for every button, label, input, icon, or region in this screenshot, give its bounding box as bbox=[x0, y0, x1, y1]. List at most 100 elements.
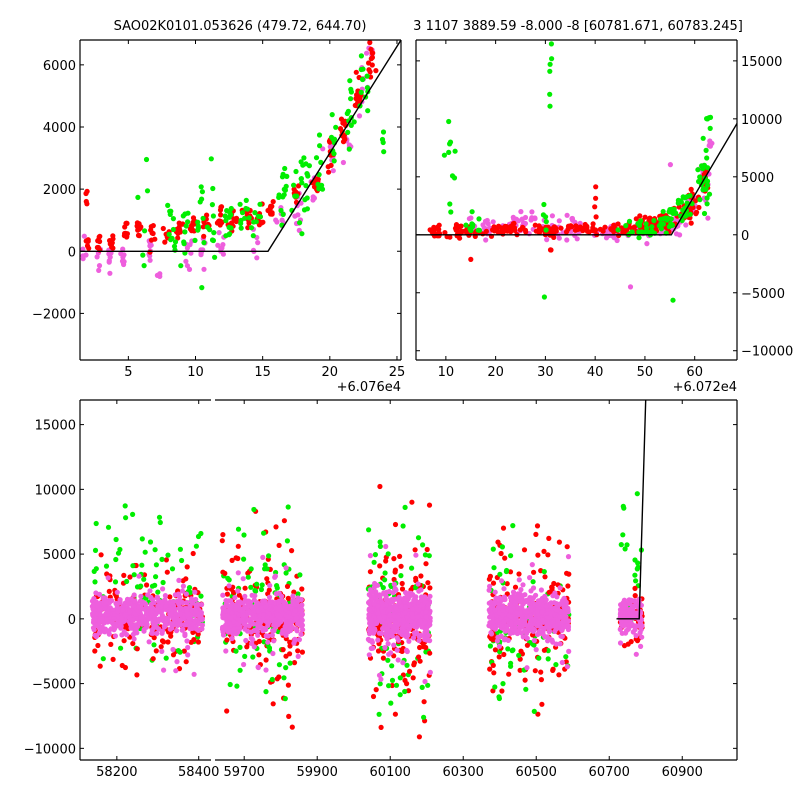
bottom-point-green bbox=[402, 504, 408, 510]
top-left-point-green bbox=[199, 189, 205, 195]
bottom-point-magenta bbox=[514, 610, 520, 616]
bottom-point-magenta bbox=[176, 577, 182, 584]
top-right-point-green bbox=[706, 115, 712, 121]
bottom-point-magenta bbox=[406, 638, 412, 644]
bottom-point-red bbox=[244, 644, 250, 650]
bottom-point-magenta bbox=[183, 622, 189, 628]
bottom-model-line bbox=[616, 400, 647, 620]
bottom-point-magenta bbox=[531, 617, 538, 623]
bottom-point-red bbox=[490, 662, 496, 669]
bottom-point-magenta bbox=[389, 617, 395, 623]
bottom-point-red bbox=[373, 687, 379, 693]
bottom-point-green bbox=[420, 542, 426, 548]
bottom-point-magenta bbox=[394, 647, 400, 653]
bottom-ytick-label: 0 bbox=[68, 613, 76, 628]
bottom-point-magenta bbox=[91, 617, 98, 624]
bottom-point-red bbox=[291, 660, 298, 666]
top-left-point-green bbox=[346, 146, 352, 152]
bottom-point-green bbox=[419, 684, 425, 691]
bottom-point-magenta bbox=[367, 626, 373, 632]
bottom-point-green bbox=[130, 563, 136, 569]
bottom-point-green bbox=[139, 562, 145, 568]
bottom-point-magenta bbox=[371, 584, 378, 590]
bottom-point-magenta bbox=[380, 609, 386, 615]
bottom-point-magenta bbox=[366, 612, 372, 618]
bottom-point-magenta bbox=[261, 626, 267, 632]
top-left-point-red bbox=[148, 224, 154, 230]
bottom-point-green bbox=[634, 491, 640, 497]
bottom-group-0 bbox=[89, 503, 205, 678]
top-left-point-green bbox=[347, 78, 353, 84]
bottom-point-magenta bbox=[249, 592, 255, 598]
top-left-point-magenta bbox=[96, 267, 102, 273]
bottom-point-magenta bbox=[423, 609, 429, 615]
top-left-point-green bbox=[199, 285, 205, 291]
bottom-point-magenta bbox=[154, 595, 160, 601]
bottom-point-magenta bbox=[520, 582, 526, 588]
bottom-point-magenta bbox=[174, 659, 180, 665]
bottom-point-red bbox=[276, 542, 282, 549]
top-left-point-green bbox=[313, 155, 320, 161]
bottom-point-magenta bbox=[422, 599, 428, 605]
bottom-point-magenta bbox=[548, 600, 554, 606]
bottom-point-magenta bbox=[427, 669, 433, 676]
top-left-point-magenta bbox=[106, 258, 112, 264]
bottom-point-magenta bbox=[632, 626, 638, 633]
bottom-point-magenta bbox=[99, 616, 105, 622]
top-right-point-green bbox=[636, 229, 642, 235]
bottom-point-red bbox=[424, 546, 430, 553]
bottom-point-red bbox=[524, 642, 531, 648]
bottom-point-magenta bbox=[391, 581, 397, 587]
bottom-point-magenta bbox=[522, 608, 528, 614]
bottom-point-green bbox=[404, 662, 410, 668]
bottom-point-magenta bbox=[173, 668, 179, 674]
top-left-point-green bbox=[280, 211, 286, 217]
bottom-point-green bbox=[516, 652, 522, 659]
top-right-point-green bbox=[547, 68, 553, 74]
bottom-point-magenta bbox=[161, 667, 167, 673]
bottom-point-green bbox=[500, 681, 506, 687]
title-left: SAO02K0101.053626 (479.72, 644.70) bbox=[114, 19, 367, 34]
top-left-point-green bbox=[204, 224, 210, 230]
top-left-point-magenta bbox=[216, 230, 222, 236]
bottom-point-green bbox=[248, 584, 254, 590]
top-left-point-red bbox=[97, 233, 103, 239]
bottom-point-red bbox=[377, 483, 383, 490]
bottom-point-green bbox=[195, 533, 202, 540]
bottom-point-magenta bbox=[255, 632, 261, 638]
top-left-point-red bbox=[373, 68, 379, 74]
top-left-point-red bbox=[136, 233, 142, 239]
bottom-point-magenta bbox=[373, 619, 380, 626]
bottom-point-red bbox=[184, 564, 190, 570]
bottom-point-magenta bbox=[410, 623, 416, 629]
bottom-point-magenta bbox=[251, 615, 258, 622]
bottom-point-magenta bbox=[409, 611, 415, 617]
bottom-point-red bbox=[413, 575, 419, 581]
bottom-point-magenta bbox=[263, 633, 269, 639]
bottom-point-green bbox=[100, 656, 106, 662]
bottom-point-magenta bbox=[513, 595, 520, 601]
bottom-point-magenta bbox=[199, 616, 205, 623]
bottom-point-magenta bbox=[380, 602, 386, 608]
bottom-point-magenta bbox=[400, 660, 406, 666]
bottom-point-red bbox=[98, 552, 104, 558]
bottom-point-green bbox=[425, 682, 431, 688]
bottom-point-magenta bbox=[147, 588, 153, 594]
bottom-point-green bbox=[618, 542, 624, 548]
bottom-point-magenta bbox=[424, 637, 430, 643]
bottom-point-magenta bbox=[619, 630, 625, 636]
bottom-point-magenta bbox=[260, 554, 266, 561]
bottom-point-red bbox=[220, 532, 226, 538]
top-right-point-red bbox=[593, 195, 599, 201]
top-left-point-red bbox=[218, 204, 224, 210]
bottom-point-red bbox=[533, 531, 539, 538]
bottom-ytick-label: −5000 bbox=[32, 678, 76, 693]
bottom-point-magenta bbox=[249, 640, 255, 647]
top-left-point-green bbox=[197, 199, 203, 205]
bottom-point-green bbox=[198, 593, 204, 599]
top-left-point-green bbox=[276, 192, 282, 198]
bottom-point-magenta bbox=[184, 638, 190, 644]
bottom-point-magenta bbox=[403, 604, 409, 610]
top-right-point-red bbox=[505, 227, 511, 233]
bottom-point-magenta bbox=[162, 593, 168, 599]
